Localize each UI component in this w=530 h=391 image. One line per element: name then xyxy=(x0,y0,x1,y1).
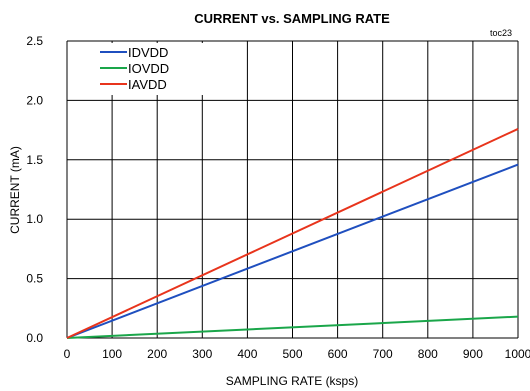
x-tick-label: 600 xyxy=(328,347,348,361)
x-tick-label: 300 xyxy=(192,347,212,361)
y-tick-label: 2.0 xyxy=(26,93,43,107)
y-tick-label: 1.5 xyxy=(26,153,43,167)
y-axis-ticks: 0.0 0.5 1.0 1.5 2.0 2.5 xyxy=(26,34,43,345)
x-tick-label: 200 xyxy=(147,347,167,361)
series-line-iavdd xyxy=(66,128,519,339)
x-tick-label: 100 xyxy=(102,347,122,361)
legend-label-iavdd: IAVDD xyxy=(128,77,167,92)
y-tick-label: 1.0 xyxy=(26,212,43,226)
grid xyxy=(66,40,519,339)
y-tick-label: 0.0 xyxy=(26,331,43,345)
figure-code: toc23 xyxy=(490,28,512,38)
legend-label-idvdd: IDVDD xyxy=(128,45,168,60)
x-axis-ticks: 0 100 200 300 400 500 600 700 800 900 1000 xyxy=(64,347,530,361)
x-tick-label: 800 xyxy=(418,347,438,361)
x-axis-label: SAMPLING RATE (ksps) xyxy=(226,374,358,388)
legend-label-iovdd: IOVDD xyxy=(128,61,169,76)
chart-title: CURRENT vs. SAMPLING RATE xyxy=(194,11,390,26)
series-line-iovdd xyxy=(66,315,519,339)
y-axis-label: CURRENT (mA) xyxy=(8,146,22,234)
y-tick-label: 0.5 xyxy=(26,272,43,286)
x-tick-label: 1000 xyxy=(505,347,530,361)
x-tick-label: 900 xyxy=(463,347,483,361)
x-tick-label: 400 xyxy=(237,347,257,361)
x-tick-label: 0 xyxy=(64,347,71,361)
x-tick-label: 500 xyxy=(282,347,302,361)
series-line-idvdd xyxy=(66,163,519,339)
x-tick-label: 700 xyxy=(373,347,393,361)
y-tick-label: 2.5 xyxy=(26,34,43,48)
series-lines xyxy=(66,128,519,339)
